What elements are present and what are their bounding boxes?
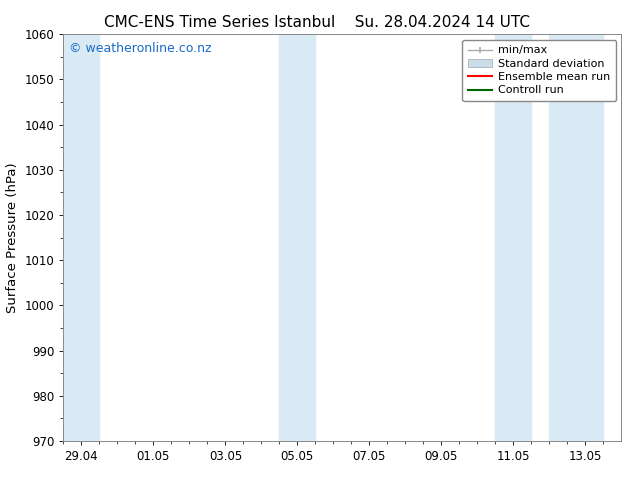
Bar [63, 34, 100, 441]
Text: © weatheronline.co.nz: © weatheronline.co.nz [69, 43, 212, 55]
Bar [495, 34, 531, 441]
Y-axis label: Surface Pressure (hPa): Surface Pressure (hPa) [6, 162, 19, 313]
Bar [549, 34, 604, 441]
Legend: min/max, Standard deviation, Ensemble mean run, Controll run: min/max, Standard deviation, Ensemble me… [462, 40, 616, 101]
Bar [280, 34, 315, 441]
Text: CMC-ENS Time Series Istanbul    Su. 28.04.2024 14 UTC: CMC-ENS Time Series Istanbul Su. 28.04.2… [104, 15, 530, 30]
